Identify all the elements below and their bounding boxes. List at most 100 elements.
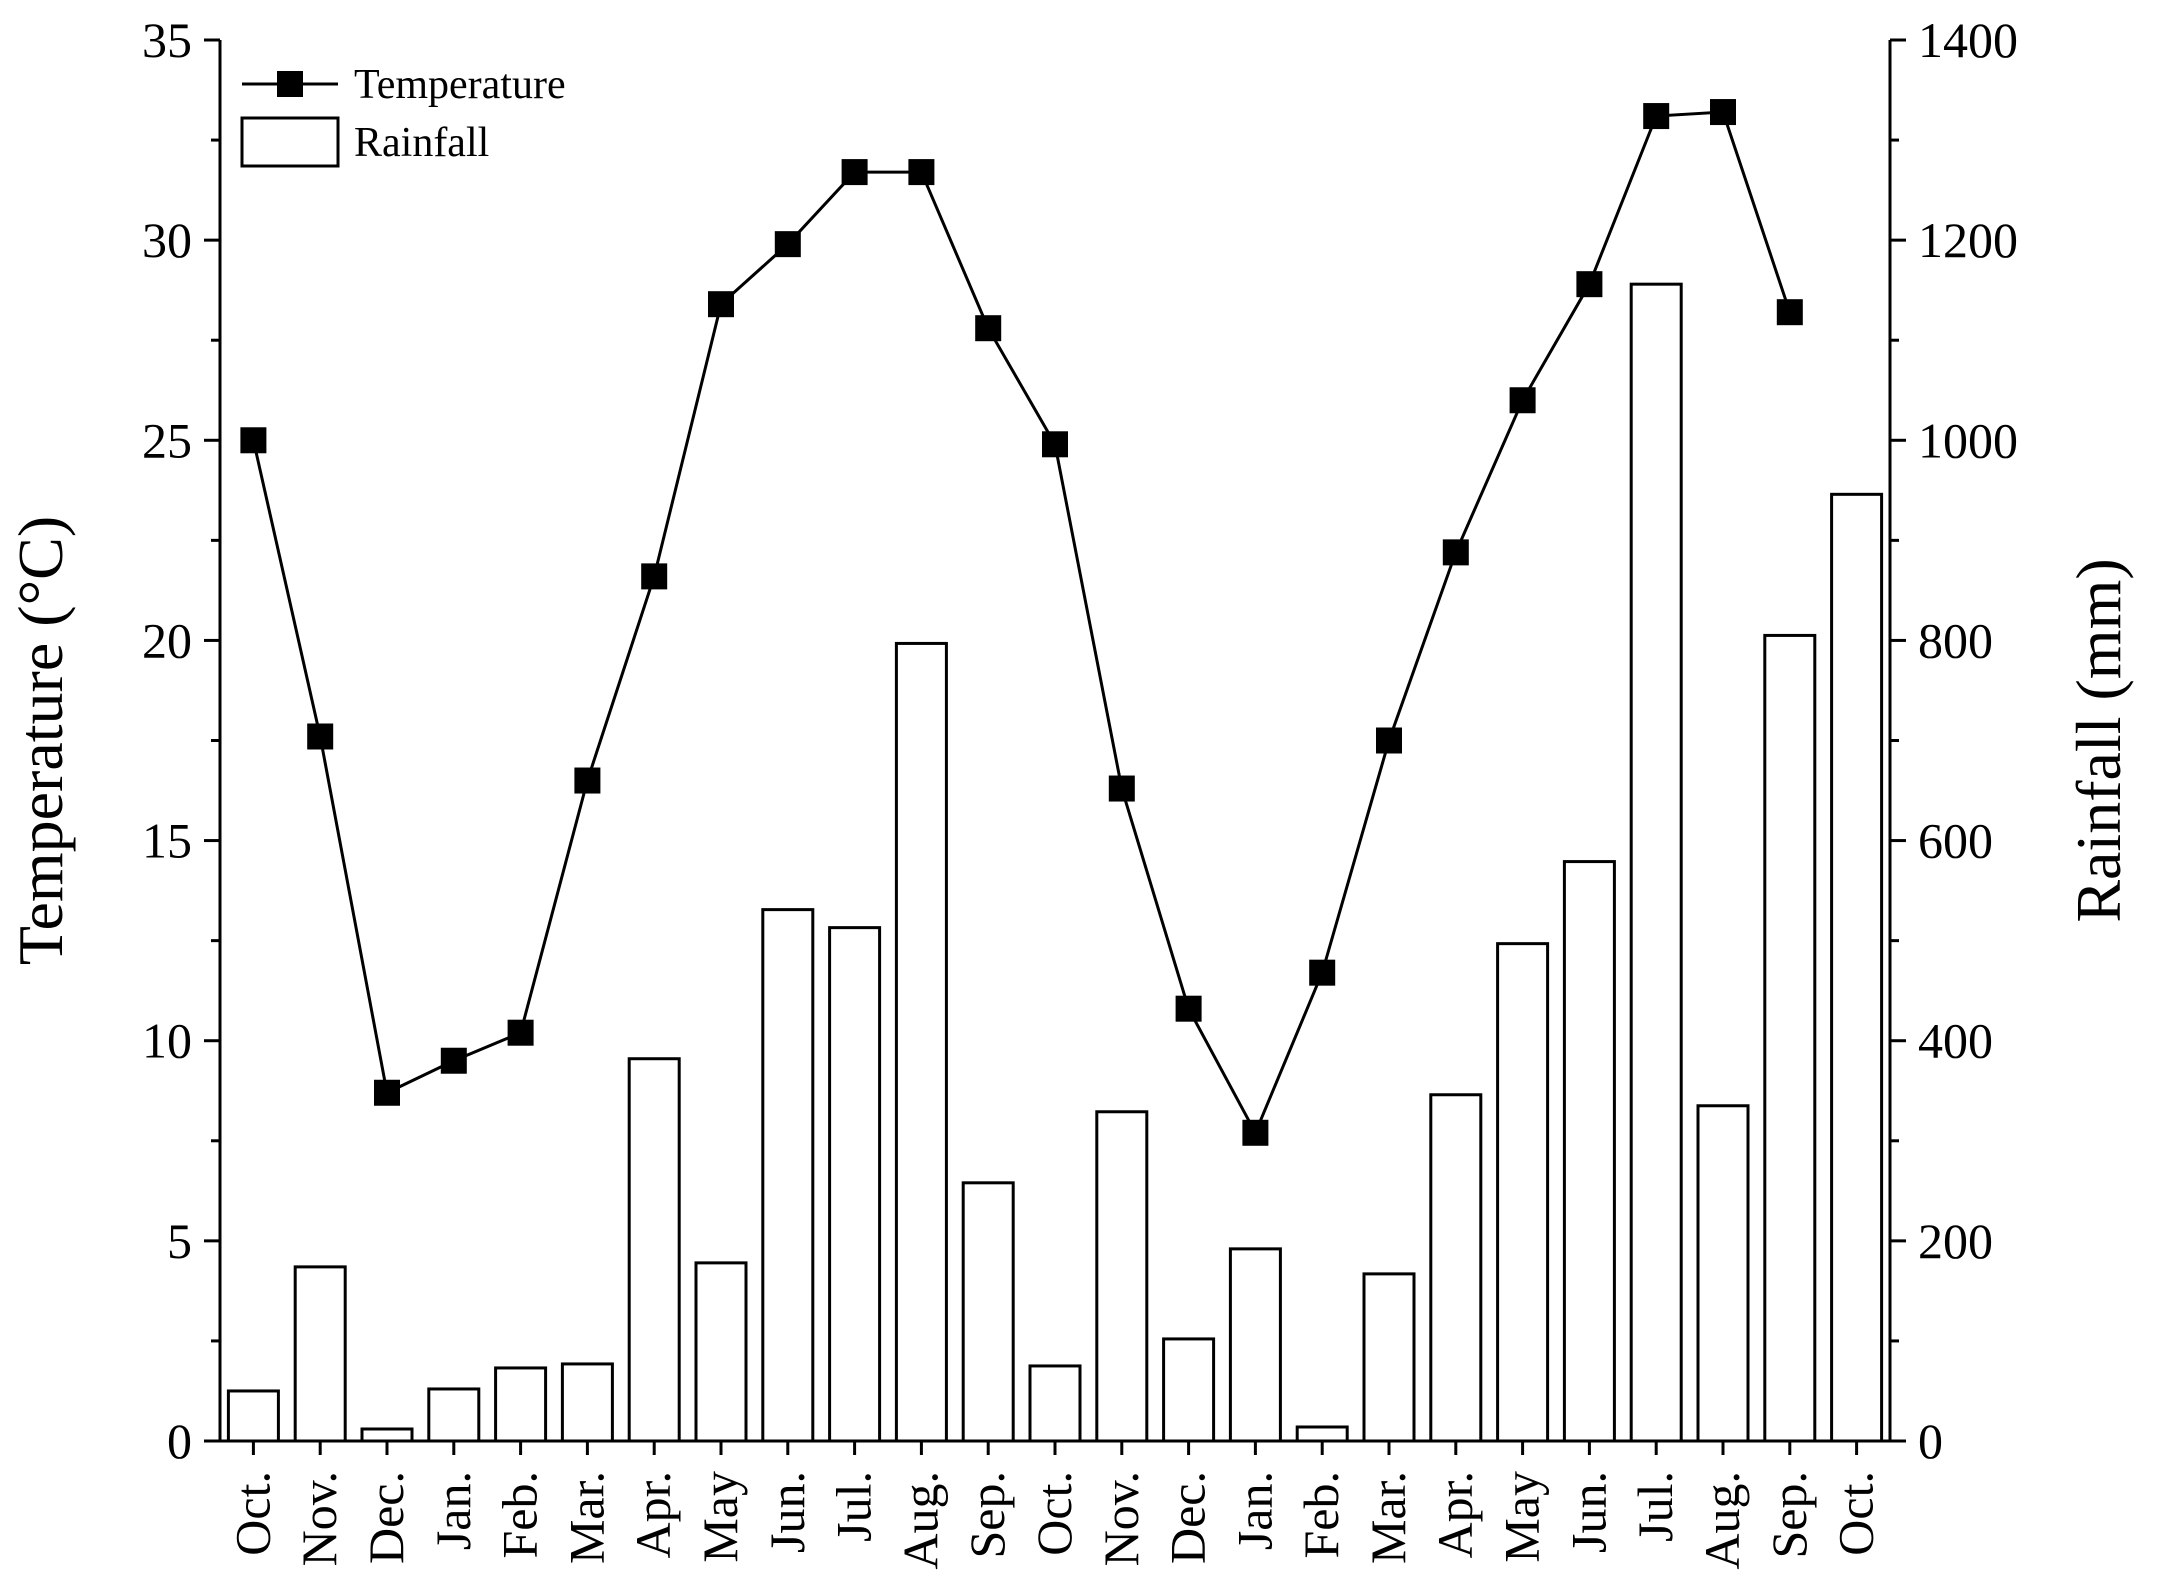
temperature-point [507, 1019, 534, 1046]
temperature-point [1042, 431, 1068, 458]
rainfall-bars [226, 282, 1884, 1443]
temperature-point [1643, 103, 1670, 130]
rainfall-bar [1562, 860, 1616, 1443]
right-axis-title: Rainfall (mm) [2063, 558, 2134, 922]
right-tick-label: 200 [1918, 1213, 1993, 1269]
temperature-point [841, 159, 868, 186]
temperature-point [1576, 271, 1603, 298]
x-tick-label: Dec. [1160, 1471, 1216, 1564]
x-tick-label: Oct. [224, 1471, 280, 1556]
rainfall-bar [894, 641, 948, 1443]
right-tick-label: 1000 [1918, 412, 2018, 468]
rainfall-bar [1830, 492, 1884, 1443]
temperature-point [1442, 539, 1469, 566]
x-tick-label: May [1494, 1471, 1550, 1563]
legend: Temperature Rainfall [240, 62, 566, 168]
temperature-line [251, 110, 1792, 1137]
x-tick-label: Feb. [1293, 1471, 1349, 1559]
x-tick-label: Nov. [1093, 1471, 1149, 1566]
rainfall-bar [1496, 942, 1550, 1443]
temperature-point [1376, 727, 1402, 754]
temperature-point [1509, 387, 1536, 414]
rainfall-bar [427, 1387, 481, 1443]
rainfall-bar [360, 1427, 414, 1443]
rainfall-bar [1429, 1093, 1483, 1443]
x-tick-label: Jul. [1627, 1471, 1683, 1542]
left-tick-label: 0 [167, 1413, 192, 1469]
x-tick-label: Jun. [1560, 1471, 1616, 1553]
legend-temperature-marker [277, 71, 303, 97]
right-tick-label: 1400 [1918, 12, 2018, 68]
x-tick-label: Aug. [1694, 1471, 1750, 1570]
x-tick-label: Jul. [826, 1471, 882, 1542]
x-tick-label: Nov. [291, 1471, 347, 1566]
rainfall-bar [1028, 1364, 1082, 1443]
temperature-point [975, 315, 1002, 342]
left-tick-label: 5 [167, 1213, 192, 1269]
rainfall-bar [828, 926, 882, 1443]
left-tick-label: 25 [142, 412, 192, 468]
rainfall-bar [694, 1261, 748, 1443]
x-tick-label: Sep. [1761, 1471, 1817, 1559]
left-tick-label: 10 [142, 1013, 192, 1069]
temperature-point [774, 231, 801, 258]
rainfall-bar [1295, 1425, 1349, 1443]
temperature-point [641, 563, 668, 590]
left-tick-label: 20 [142, 612, 192, 668]
right-tick-label: 800 [1918, 612, 1993, 668]
temperature-point [440, 1047, 467, 1074]
legend-temperature-label: Temperature [354, 62, 566, 108]
temperature-point [1242, 1119, 1269, 1146]
axes: 0 5 10 15 20 25 30 35 0 200 400 600 800 1000 1200 1400 O… [5, 12, 2134, 1570]
right-tick-label: 600 [1918, 813, 1993, 869]
rainfall-bar [494, 1366, 548, 1443]
left-tick-label: 15 [142, 813, 192, 869]
legend-rainfall-swatch [240, 116, 340, 168]
right-tick-label: 400 [1918, 1013, 1993, 1069]
temperature-point [1108, 775, 1135, 802]
x-tick-label: Apr. [1427, 1471, 1483, 1559]
rainfall-bar [761, 908, 815, 1443]
x-tick-label: Jun. [759, 1471, 815, 1553]
rainfall-bar [627, 1057, 681, 1443]
temperature-point [307, 723, 334, 750]
x-tick-label: Dec. [358, 1471, 414, 1564]
rainfall-bar [226, 1389, 280, 1443]
temperature-point [1710, 99, 1736, 126]
x-tick-label: Oct. [1026, 1471, 1082, 1556]
x-tick-label: Oct. [1828, 1471, 1884, 1556]
temperature-point [374, 1079, 400, 1106]
x-tick-label: Aug. [892, 1471, 948, 1570]
rainfall-bar [1362, 1272, 1416, 1443]
rainfall-bar [1162, 1337, 1216, 1443]
rainfall-bar [1629, 282, 1683, 1443]
temperature-point [908, 159, 935, 186]
x-tick-label: May [692, 1471, 748, 1563]
temperature-point [1309, 959, 1336, 986]
left-tick-label: 35 [142, 12, 192, 68]
rainfall-bar [560, 1362, 614, 1443]
temperature-series [240, 99, 1803, 1146]
rainfall-bar [961, 1181, 1015, 1443]
rainfall-bar [1763, 633, 1817, 1443]
x-tick-label: Mar. [558, 1471, 614, 1564]
x-tick-label: Feb. [492, 1471, 548, 1559]
x-tick-label: Sep. [959, 1471, 1015, 1559]
rainfall-bar [1095, 1110, 1149, 1443]
temperature-point [708, 291, 734, 318]
temperature-point [1776, 299, 1803, 326]
left-axis-title: Temperature (°C) [5, 516, 76, 965]
left-tick-label: 30 [142, 212, 192, 268]
x-tick-label: Mar. [1360, 1471, 1416, 1564]
x-tick-label: Jan. [425, 1471, 481, 1550]
right-tick-label: 0 [1918, 1413, 1943, 1469]
temperature-point [1175, 995, 1202, 1022]
rainfall-bar [293, 1265, 347, 1443]
legend-rainfall-label: Rainfall [354, 120, 489, 166]
temperature-point [574, 767, 601, 794]
x-tick-label: Jan. [1226, 1471, 1282, 1550]
rainfall-bar [1696, 1104, 1750, 1443]
temperature-point [240, 427, 267, 454]
right-tick-label: 1200 [1918, 212, 2018, 268]
